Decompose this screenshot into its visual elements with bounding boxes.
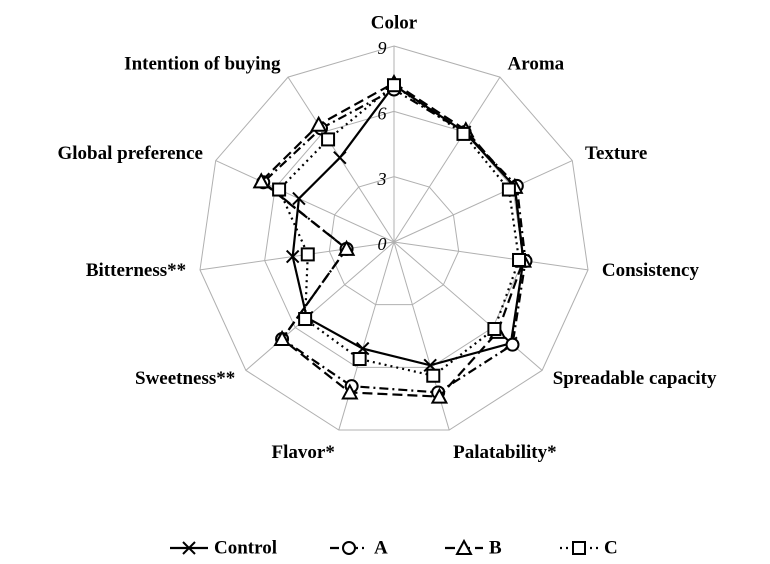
grid-ring <box>199 45 589 431</box>
marker <box>292 191 306 206</box>
marker <box>273 329 291 346</box>
marker <box>342 541 356 555</box>
series-line <box>259 81 525 398</box>
marker <box>182 541 196 555</box>
marker <box>572 541 586 555</box>
axis-label: Flavor* <box>272 442 335 463</box>
marker <box>272 182 287 197</box>
legend-label: B <box>489 537 502 558</box>
tick-label: 3 <box>377 169 387 189</box>
marker <box>333 151 347 165</box>
legend-label: Control <box>214 537 277 558</box>
axis-label: Palatability* <box>453 442 556 463</box>
marker <box>487 321 502 336</box>
spoke <box>393 160 573 243</box>
marker <box>309 115 328 132</box>
series-line <box>291 83 525 367</box>
spoke <box>393 76 501 243</box>
axis-label: Consistency <box>602 260 700 281</box>
spoke <box>393 241 589 271</box>
marker <box>252 172 270 189</box>
series-line <box>277 83 521 377</box>
marker <box>426 368 441 383</box>
marker <box>455 538 473 555</box>
marker <box>387 78 401 93</box>
spoke <box>338 241 395 431</box>
grid-ring <box>328 176 460 306</box>
axis-label: Bitterness** <box>86 260 186 281</box>
tick-label: 6 <box>378 103 387 123</box>
marker <box>352 352 367 367</box>
marker <box>341 383 359 400</box>
grid-ring <box>264 110 524 368</box>
spoke <box>199 241 395 271</box>
marker <box>430 387 449 404</box>
axis-label: Color <box>371 12 418 33</box>
legend-label: A <box>374 537 388 558</box>
marker <box>501 182 516 197</box>
marker <box>456 126 471 141</box>
marker <box>285 249 300 264</box>
tick-label: 0 <box>378 234 387 254</box>
tick-label: 9 <box>378 38 387 58</box>
spoke <box>245 241 395 371</box>
marker <box>512 252 527 267</box>
legend-label: C <box>604 537 618 558</box>
axis-label: Global preference <box>58 143 203 164</box>
axis-label: Sweetness** <box>135 368 235 389</box>
axis-label: Aroma <box>508 54 565 75</box>
marker <box>300 247 315 262</box>
marker <box>505 337 520 352</box>
marker <box>298 312 313 327</box>
axis-label: Spreadable capacity <box>553 368 717 389</box>
marker <box>337 239 356 256</box>
axis-label: Texture <box>585 143 647 164</box>
marker <box>321 132 336 147</box>
spoke <box>215 160 395 243</box>
axis-label: Intention of buying <box>124 54 281 75</box>
